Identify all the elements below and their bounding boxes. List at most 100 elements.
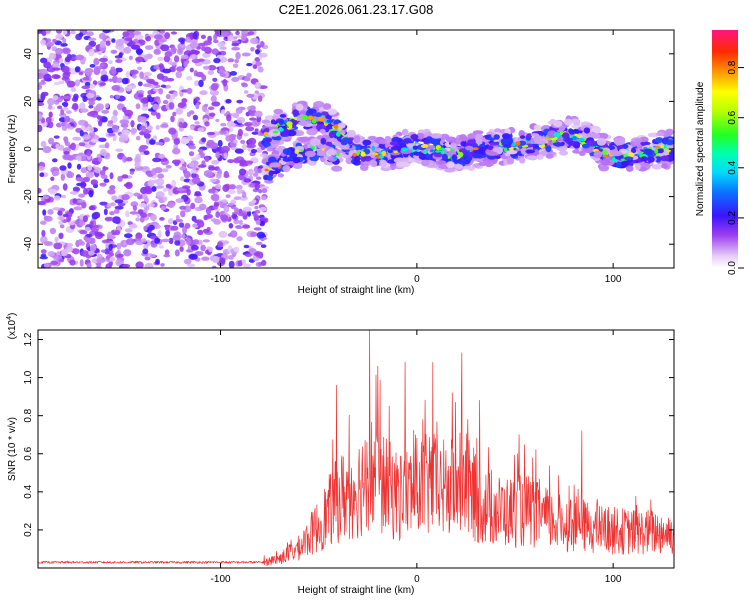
signal-blob [500,138,510,145]
signal-blob [651,164,663,170]
noise-blob [183,258,192,265]
noise-blob [157,173,165,179]
noise-blob [113,208,120,214]
noise-blob [163,137,170,143]
noise-blob [153,48,161,55]
noise-blob [205,207,212,215]
signal-blob [440,150,447,154]
colorbar-tick-label: 0.2 [727,211,738,225]
noise-blob [86,31,94,37]
noise-blob [48,104,53,110]
noise-blob [147,203,155,208]
noise-blob [250,37,259,45]
noise-blob [231,77,240,82]
snr-multiplier-label: (x104) [6,313,18,340]
signal-blob [307,115,314,120]
noise-blob [255,220,261,225]
signal-blob [586,133,599,138]
noise-blob [72,103,79,110]
noise-blob [57,105,63,110]
noise-blob [125,71,130,78]
noise-blob [231,46,241,51]
noise-blob [101,239,110,244]
noise-blob [156,112,161,120]
noise-blob [135,56,145,63]
noise-blob [144,54,149,62]
noise-blob [188,151,195,157]
noise-blob [228,190,236,194]
noise-blob [39,256,48,260]
noise-blob [222,79,228,87]
signal-blob [445,136,457,143]
noise-blob [103,178,110,183]
noise-blob [158,88,164,95]
noise-blob [255,49,261,55]
noise-blob [154,167,163,174]
noise-blob [134,34,144,40]
noise-blob [53,195,61,201]
noise-blob [170,225,179,231]
noise-blob [216,173,222,179]
noise-blob [127,31,135,39]
noise-blob [208,112,216,117]
noise-blob [180,210,186,218]
noise-blob [96,257,106,264]
noise-blob [109,211,115,216]
noise-blob [96,115,103,120]
signal-blob [335,153,341,156]
noise-blob [52,207,61,211]
noise-blob [210,83,219,91]
noise-blob [40,140,47,148]
noise-blob [189,41,199,49]
signal-blob [520,135,526,139]
noise-blob [171,47,177,53]
noise-blob [108,78,114,82]
noise-blob [117,260,125,265]
noise-blob [229,230,238,238]
spectrogram-ticks: -100 0 100 -40 -20 0 20 40 [23,30,674,285]
noise-blob [246,62,253,67]
noise-blob [64,123,71,129]
noise-blob [85,144,92,149]
noise-blob [126,156,133,162]
noise-blob [173,138,180,145]
noise-blob [104,216,114,222]
signal-blob [379,159,387,168]
noise-blob [183,170,191,179]
y-tick-label: 0.4 [23,484,34,498]
noise-blob [202,65,210,70]
noise-blob [108,241,115,245]
noise-blob [190,202,196,210]
signal-blob [309,138,321,146]
noise-blob [139,125,146,131]
noise-blob [218,130,227,135]
signal-blob [572,135,577,141]
noise-blob [235,51,241,60]
signal-blob [554,142,562,147]
noise-blob [40,39,46,46]
noise-blob [93,57,100,66]
signal-blob [553,120,563,128]
noise-blob [217,139,223,148]
noise-blob [175,218,184,223]
noise-blob [225,194,231,199]
noise-blob [166,84,171,89]
colorbar-label: Normalized spectral amplitude [695,81,706,216]
noise-blob [188,162,195,168]
noise-blob [213,202,219,207]
signal-blob [669,150,674,156]
noise-blob [78,142,86,147]
noise-blob [197,148,204,153]
noise-blob [246,73,251,79]
noise-blob [147,96,154,103]
noise-blob [40,235,48,244]
spectrogram-marks [38,30,674,268]
noise-blob [58,258,65,263]
noise-blob [238,219,243,225]
noise-blob [89,244,97,252]
signal-blob [282,165,291,173]
noise-blob [161,168,169,173]
noise-blob [99,57,108,63]
noise-blob [61,95,71,100]
signal-blob [273,108,284,115]
